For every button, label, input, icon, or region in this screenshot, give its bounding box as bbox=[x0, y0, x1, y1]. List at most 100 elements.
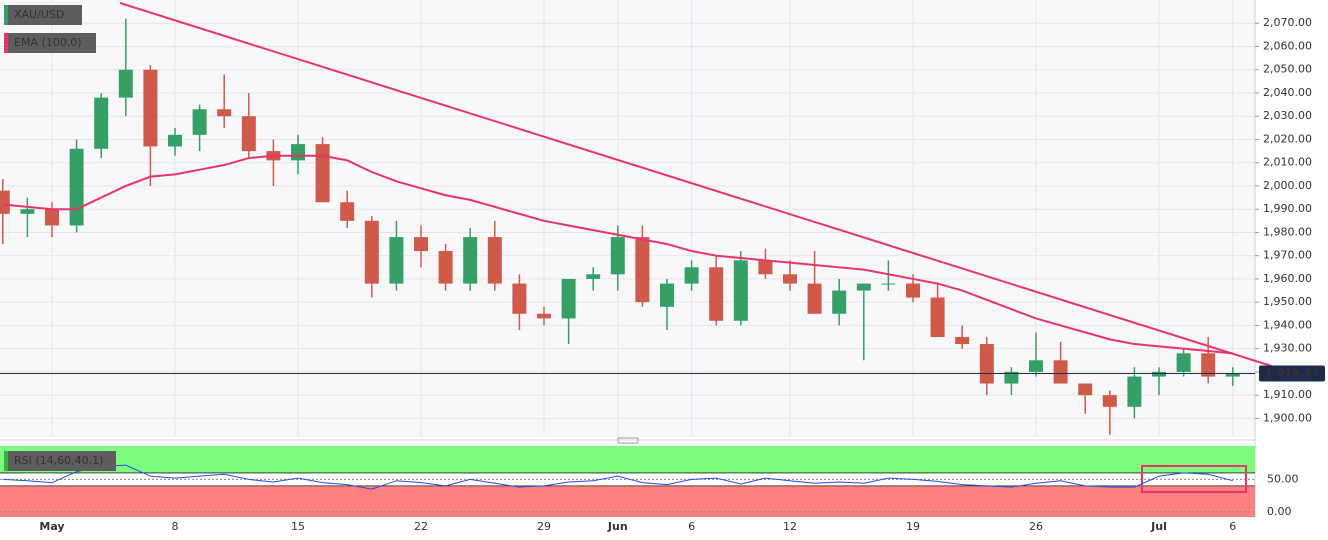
candle-body bbox=[118, 69, 133, 98]
rsi-tick-label: 0.00 bbox=[1267, 505, 1292, 518]
candle-body bbox=[537, 313, 551, 319]
x-tick-label: Jul bbox=[1150, 520, 1167, 533]
candle-body bbox=[0, 190, 10, 214]
candle-body bbox=[610, 237, 625, 275]
y-tick-label: 1,950.00 bbox=[1263, 295, 1312, 308]
candle-body bbox=[561, 278, 576, 319]
candle-body bbox=[758, 260, 773, 275]
candle-body bbox=[438, 251, 453, 284]
legend-box bbox=[4, 451, 116, 471]
y-tick-label: 1,910.00 bbox=[1263, 388, 1312, 401]
candle-body bbox=[414, 237, 428, 252]
y-tick-label: 1,930.00 bbox=[1263, 342, 1312, 355]
y-tick-label: 1,960.00 bbox=[1263, 272, 1312, 285]
x-tick-label: 12 bbox=[783, 520, 797, 533]
candle-body bbox=[69, 148, 84, 226]
candle-body bbox=[733, 260, 748, 321]
candle-body bbox=[1004, 371, 1019, 384]
candle-body bbox=[241, 116, 256, 152]
x-tick-label: 22 bbox=[414, 520, 428, 533]
legend-swatch bbox=[4, 451, 8, 471]
last-price-label: 1,919.31 bbox=[1265, 367, 1319, 380]
candle-body bbox=[586, 274, 601, 279]
candle-body bbox=[660, 283, 674, 307]
candle-body bbox=[684, 267, 699, 284]
candle-body bbox=[463, 237, 478, 284]
candle-body bbox=[930, 297, 945, 338]
x-tick-label: 8 bbox=[172, 520, 179, 533]
trendline bbox=[119, 2, 1317, 381]
candle-body bbox=[1127, 376, 1142, 407]
candle-body bbox=[512, 283, 527, 314]
x-tick-label: 6 bbox=[688, 520, 695, 533]
legend-label: XAU/USD bbox=[14, 8, 64, 21]
candle-body bbox=[1225, 373, 1240, 377]
ema-line bbox=[2, 154, 1233, 355]
candle-body bbox=[856, 283, 871, 291]
candle-body bbox=[979, 344, 994, 384]
candle-body bbox=[1176, 353, 1191, 372]
legend-swatch bbox=[4, 5, 8, 25]
y-tick-label: 2,020.00 bbox=[1263, 132, 1312, 145]
price-panel bbox=[0, 0, 1255, 437]
x-tick-label: 26 bbox=[1029, 520, 1043, 533]
x-tick-label: 29 bbox=[537, 520, 551, 533]
last-price-box bbox=[1259, 365, 1325, 382]
x-tick-label: May bbox=[39, 520, 64, 533]
candle-body bbox=[291, 144, 305, 161]
candle-body bbox=[168, 134, 182, 147]
highlight-box bbox=[1141, 465, 1247, 493]
rsi-line bbox=[2, 464, 1233, 490]
x-tick-label: Jun bbox=[607, 520, 628, 533]
candle-body bbox=[340, 202, 355, 221]
y-tick-label: 1,980.00 bbox=[1263, 225, 1312, 238]
legend-box bbox=[4, 33, 96, 53]
candle-body bbox=[955, 337, 970, 345]
candle-body bbox=[881, 283, 896, 285]
y-tick-label: 1,940.00 bbox=[1263, 318, 1312, 331]
legend-label: EMA (100,0) bbox=[14, 36, 82, 49]
candle-body bbox=[1152, 371, 1166, 377]
y-tick-label: 2,050.00 bbox=[1263, 63, 1312, 76]
y-tick-label: 1,970.00 bbox=[1263, 249, 1312, 262]
candle-body bbox=[45, 209, 59, 226]
candle-body bbox=[192, 109, 207, 135]
candle-body bbox=[709, 267, 724, 321]
y-tick-label: 2,010.00 bbox=[1263, 156, 1312, 169]
y-tick-label: 2,000.00 bbox=[1263, 179, 1312, 192]
x-tick-label: 19 bbox=[906, 520, 920, 533]
candle-body bbox=[807, 283, 822, 314]
candle-body bbox=[20, 209, 35, 214]
candle-body bbox=[1029, 360, 1043, 372]
rsi-oversold-band bbox=[0, 485, 1255, 517]
candle-body bbox=[1078, 383, 1093, 396]
rsi-overbought-band bbox=[0, 446, 1255, 473]
candle-body bbox=[487, 237, 502, 284]
candle-body bbox=[1201, 353, 1216, 377]
y-tick-label: 2,060.00 bbox=[1263, 39, 1312, 52]
x-tick-label: 6 bbox=[1229, 520, 1236, 533]
legend-box bbox=[4, 5, 82, 25]
candle-body bbox=[94, 97, 109, 149]
resize-handle[interactable] bbox=[617, 437, 639, 444]
candle-body bbox=[143, 69, 158, 147]
rsi-tick-label: 50.00 bbox=[1267, 472, 1299, 485]
y-tick-label: 2,070.00 bbox=[1263, 16, 1312, 29]
legend-label: RSI (14,60,40,1) bbox=[14, 454, 103, 467]
candle-body bbox=[635, 237, 650, 303]
legend-swatch bbox=[4, 33, 8, 53]
y-tick-label: 2,040.00 bbox=[1263, 86, 1312, 99]
candle-body bbox=[1053, 360, 1068, 384]
y-tick-label: 2,030.00 bbox=[1263, 109, 1312, 122]
candle-body bbox=[315, 144, 330, 203]
x-tick-label: 15 bbox=[291, 520, 305, 533]
candle-body bbox=[1102, 395, 1117, 407]
candle-body bbox=[832, 290, 847, 314]
y-tick-label: 1,990.00 bbox=[1263, 202, 1312, 215]
candle-body bbox=[389, 237, 404, 284]
candle-body bbox=[364, 220, 379, 284]
candle-body bbox=[217, 109, 232, 117]
candle-body bbox=[906, 283, 920, 298]
plot-layer bbox=[0, 0, 1255, 517]
